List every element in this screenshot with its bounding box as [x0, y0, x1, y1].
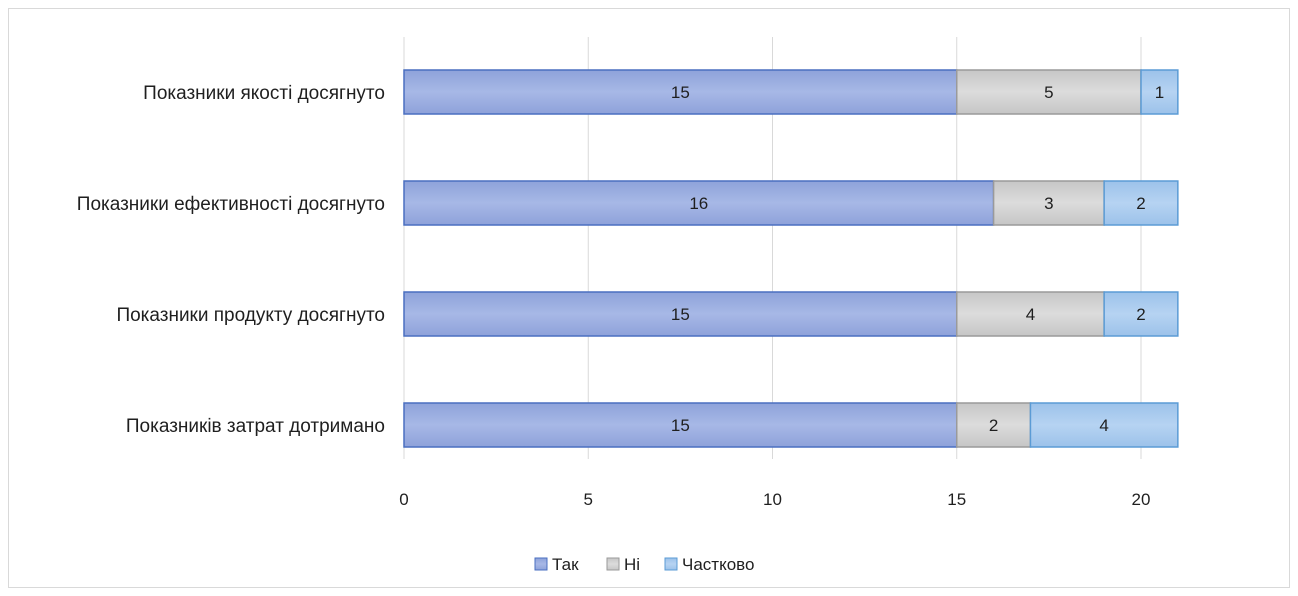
data-label-Частково-3: 4	[1099, 416, 1108, 435]
category-label-0: Показники якості досягнуто	[143, 83, 385, 104]
data-label-Ні-3: 2	[989, 416, 998, 435]
bar-segment-Так-2	[403, 291, 958, 337]
legend-label-Частково: Частково	[682, 555, 754, 574]
category-label-3: Показників затрат дотримано	[126, 416, 385, 437]
bar-segment-Ні-1	[992, 180, 1105, 226]
data-label-Частково-0: 1	[1155, 83, 1164, 102]
category-label-2: Показники продукту досягнуто	[116, 305, 385, 326]
legend-swatch-Так	[534, 557, 548, 571]
x-tick-label-20: 20	[1132, 490, 1151, 509]
bar-segment-Так-0	[403, 69, 958, 115]
chart-frame: 15 5 1 16 3 2 15 4 2 15 2 4 Показники якості досягн…	[8, 8, 1290, 588]
legend: Так Ні Частково	[534, 555, 754, 574]
category-labels: Показники якості досягнуто Показники ефек…	[77, 83, 385, 437]
bar-segment-Частково-0	[1140, 69, 1179, 115]
data-label-Так-1: 16	[689, 194, 708, 213]
x-tick-label-5: 5	[584, 490, 593, 509]
data-label-Частково-1: 2	[1136, 194, 1145, 213]
legend-swatch-Частково	[664, 557, 678, 571]
x-tick-label-10: 10	[763, 490, 782, 509]
stacked-bar-chart: 15 5 1 16 3 2 15 4 2 15 2 4 Показники якості досягн…	[77, 37, 1179, 574]
data-label-Ні-1: 3	[1044, 194, 1053, 213]
bar-segment-Ні-3	[956, 402, 1032, 448]
legend-label-Ні: Ні	[624, 555, 640, 574]
x-tick-label-0: 0	[399, 490, 408, 509]
bar-segment-Частково-1	[1103, 180, 1179, 226]
data-label-Ні-0: 5	[1044, 83, 1053, 102]
data-label-Так-0: 15	[671, 83, 690, 102]
data-label-Так-2: 15	[671, 305, 690, 324]
category-label-1: Показники ефективності досягнуто	[77, 194, 385, 215]
data-label-Так-3: 15	[671, 416, 690, 435]
legend-swatch-Ні	[606, 557, 620, 571]
data-label-Ні-2: 4	[1026, 305, 1035, 324]
bar-segment-Ні-0	[956, 69, 1142, 115]
bar-segment-Частково-2	[1103, 291, 1179, 337]
bars: 15 5 1 16 3 2 15 4 2 15 2 4	[403, 69, 1179, 448]
x-axis-tick-labels: 0 5 10 15 20	[399, 490, 1150, 509]
bar-segment-Частково-3	[1029, 402, 1179, 448]
x-tick-label-15: 15	[947, 490, 966, 509]
legend-label-Так: Так	[552, 555, 579, 574]
data-label-Частково-2: 2	[1136, 305, 1145, 324]
